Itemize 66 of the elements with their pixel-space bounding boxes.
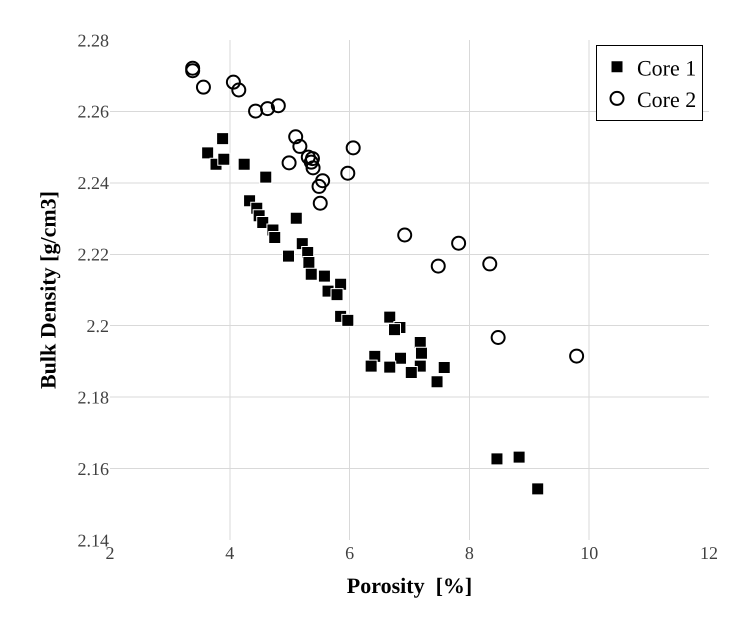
y-tick-label: 2.28 — [78, 30, 109, 50]
point — [201, 146, 214, 160]
x-tick-label: 6 — [345, 543, 354, 563]
legend-label: Core 1 — [637, 55, 696, 80]
point — [397, 228, 412, 242]
x-tick-label: 10 — [580, 543, 598, 563]
x-tick-label: 8 — [464, 543, 474, 563]
y-tick-label: 2.22 — [78, 244, 109, 265]
point — [217, 152, 230, 166]
point — [388, 323, 402, 336]
point — [268, 231, 282, 244]
point — [226, 74, 241, 90]
point — [196, 80, 211, 95]
point — [312, 196, 328, 211]
point — [304, 268, 318, 281]
point — [216, 132, 230, 146]
point — [288, 129, 304, 144]
y-tick-label: 2.26 — [78, 102, 109, 122]
y-tick-label: 2.18 — [78, 387, 109, 408]
point — [512, 450, 526, 464]
x-tick-label: 4 — [225, 543, 234, 563]
point — [490, 452, 504, 466]
point — [490, 330, 506, 345]
point — [430, 258, 446, 274]
point — [306, 160, 321, 176]
point — [383, 360, 396, 374]
y-tick-label: 2.16 — [78, 458, 109, 479]
x-tick-label: 12 — [700, 543, 718, 563]
point — [340, 166, 356, 181]
point — [260, 101, 276, 116]
point — [318, 270, 331, 283]
point — [259, 170, 272, 184]
point — [394, 352, 408, 365]
point — [231, 82, 246, 98]
point — [430, 375, 444, 388]
point — [292, 138, 308, 154]
point — [330, 288, 344, 302]
point — [304, 151, 320, 166]
point — [248, 104, 264, 119]
point — [569, 348, 584, 364]
point — [290, 212, 303, 225]
point — [451, 236, 466, 251]
point — [270, 98, 286, 114]
x-axis-title: Porosity [%] — [346, 572, 472, 598]
point — [304, 154, 319, 170]
point — [531, 482, 544, 496]
y-tick-label: 2.24 — [78, 173, 109, 194]
point — [282, 155, 297, 170]
point — [438, 361, 451, 374]
point — [414, 346, 428, 360]
point — [364, 360, 378, 373]
point — [282, 250, 295, 263]
point — [256, 216, 270, 229]
point — [300, 150, 316, 165]
point — [346, 140, 361, 156]
point — [341, 314, 354, 327]
point — [315, 173, 330, 188]
y-tick-label: 2.2 — [86, 316, 109, 336]
y-axis-title: Bulk Density [g/cm3] — [35, 191, 60, 389]
point — [404, 366, 418, 379]
legend-label: Core 2 — [637, 86, 696, 112]
point — [482, 256, 498, 272]
point — [302, 256, 316, 269]
point — [312, 178, 327, 194]
point — [383, 310, 396, 324]
point — [238, 158, 251, 171]
